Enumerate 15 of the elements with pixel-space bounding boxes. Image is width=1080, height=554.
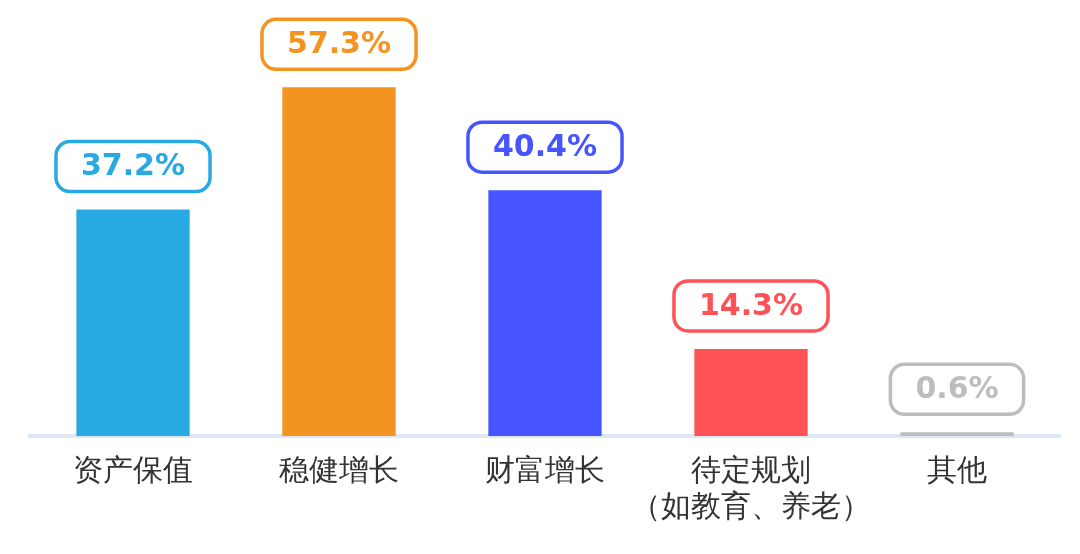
bar — [488, 190, 602, 436]
data-label: 14.3% — [698, 286, 804, 322]
x-tick-label: 其他 — [927, 451, 987, 487]
data-label: 57.3% — [286, 25, 392, 61]
x-tick-label: 待定规划（如教育、养老） — [631, 451, 871, 523]
bar — [694, 348, 808, 436]
x-tick-label: 财富增长 — [485, 451, 605, 487]
bar — [76, 209, 190, 436]
x-tick-label: 资产保值 — [73, 451, 193, 487]
bar — [900, 432, 1014, 436]
data-label: 40.4% — [492, 127, 598, 163]
data-label: 0.6% — [915, 370, 999, 406]
data-label: 37.2% — [80, 147, 186, 183]
bar — [282, 87, 396, 436]
x-tick-label: 稳健增长 — [279, 451, 399, 487]
